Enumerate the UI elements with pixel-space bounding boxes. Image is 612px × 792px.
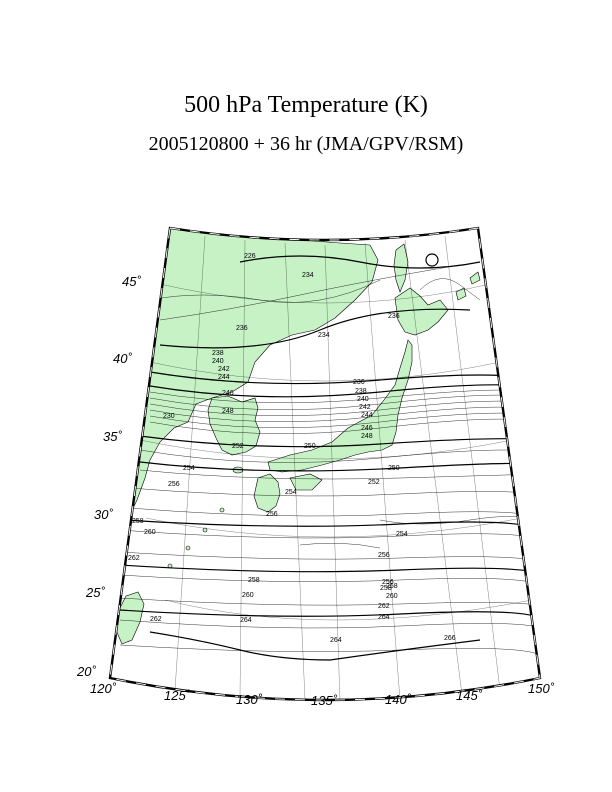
contour-label: 264 [330,637,342,644]
contour-label: 234 [302,272,314,279]
contour-label: 260 [144,529,156,536]
lon-tick-label: 120˚ [90,681,117,696]
contour-label: 256 [378,552,390,559]
contour-label: 242 [218,366,230,373]
contour-label: 258 [386,583,398,590]
lon-tick-labels: 120˚ 125˚ 130˚ 135˚ 140˚ 145˚ 150˚ [90,681,555,708]
contour-label: 252 [232,443,244,450]
lat-tick-label: 25˚ [85,585,105,600]
contour-label: 260 [242,592,254,599]
contour-label: 246 [361,425,373,432]
contour-label: 260 [386,593,398,600]
contour-label: 246 [222,390,234,397]
contour-label: 240 [357,396,369,403]
chart-title: 500 hPa Temperature (K) [184,92,428,118]
graticule [139,235,533,700]
lon-tick-label: 145˚ [456,688,483,703]
contour-label: 254 [285,489,297,496]
contour-label: 258 [248,577,260,584]
contour-label: 262 [128,555,140,562]
contour-label: 264 [378,614,390,621]
contour-label: 254 [396,531,408,538]
lat-tick-label: 45˚ [122,274,141,289]
contour-label: 236 [353,379,365,386]
contour-label: 262 [378,603,390,610]
contour-label: 266 [444,635,456,642]
map-frame [108,226,542,702]
contour-label: 234 [318,332,330,339]
contour-label: 254 [183,465,195,472]
lon-tick-label: 140˚ [385,692,412,707]
contour-label: 252 [368,479,380,486]
contour-label: 244 [218,374,230,381]
land-honshu [267,339,413,473]
contour-label: 248 [222,408,234,415]
lon-tick-label: 130˚ [236,692,263,707]
contour-label: 258 [380,585,392,592]
contour-labels: 226 234 236 234 236 238 240 242 244 246 … [128,253,456,644]
lat-tick-label: 20˚ [76,664,96,679]
contour-label: 256 [382,579,394,586]
map-body: 226 234 236 234 236 238 240 242 244 246 … [110,228,540,700]
lon-tick-label: 150˚ [528,681,555,696]
contour-label: 250 [388,465,400,472]
lat-tick-label: 40˚ [113,351,132,366]
contour-label: 240 [212,358,224,365]
land-shikoku [289,473,323,491]
contour-label: 230 [163,413,175,420]
land-areas [110,228,481,645]
lon-tick-label: 135˚ [311,693,338,708]
land-hokkaido [394,287,449,336]
contour-label: 258 [132,518,144,525]
lon-tick-label: 125˚ [164,688,191,703]
lat-tick-label: 35˚ [103,429,122,444]
land-kyushu [253,473,281,513]
contour-label: 236 [388,313,400,320]
contour-label: 248 [361,433,373,440]
lat-tick-labels: 20˚ 25˚ 30˚ 35˚ 40˚ 45˚ [76,274,141,679]
contour-label: 236 [236,325,248,332]
contour-label: 242 [359,404,371,411]
contour-label: 244 [361,412,373,419]
contour-label: 238 [355,388,367,395]
contour-label: 226 [244,253,256,260]
contour-label: 250 [304,443,316,450]
contour-label: 262 [150,616,162,623]
contour-label: 256 [168,481,180,488]
contour-label: 238 [212,350,224,357]
contour-label: 264 [240,617,252,624]
lat-tick-label: 30˚ [94,507,113,522]
chart-subtitle: 2005120800 + 36 hr (JMA/GPV/RSM) [148,133,464,155]
contour-label: 256 [266,511,278,518]
